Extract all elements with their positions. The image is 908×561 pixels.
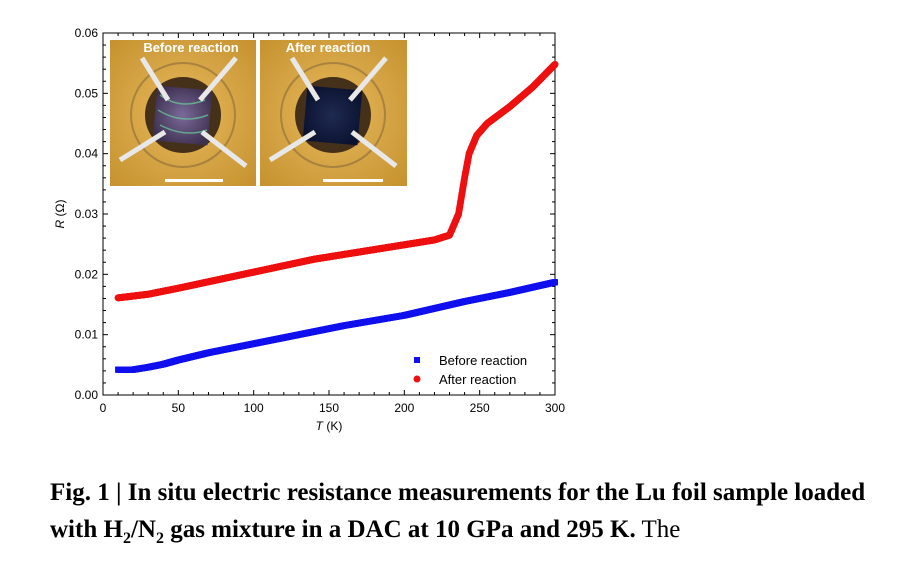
- caption-mid: /N: [130, 516, 156, 543]
- caption-normal-end: The: [635, 516, 681, 543]
- caption-bold-part: Fig. 1 | In situ electric resistance mea…: [50, 479, 866, 543]
- legend-marker-before: [414, 357, 420, 363]
- x-axis-var: T: [316, 419, 325, 433]
- x-tick-label: 150: [319, 401, 339, 415]
- y-axis-label: R (Ω): [53, 200, 67, 229]
- series-after-reaction: [114, 60, 559, 302]
- y-axis-unit: (Ω): [53, 200, 67, 220]
- inset-after-reaction: After reaction: [260, 40, 407, 186]
- axis-tick-labels: 0 50 100 150 200 250 300 0.00 0.01 0.02 0.03 0.04 0.…: [75, 26, 566, 415]
- resistance-chart: 0 50 100 150 200 250 300 0.00 0.01 0.02 0.03 0.04 0.…: [53, 26, 566, 433]
- x-axis-unit: (K): [323, 419, 342, 433]
- x-tick-label: 250: [470, 401, 490, 415]
- y-tick-label: 0.05: [75, 86, 99, 100]
- x-tick-label: 300: [545, 401, 565, 415]
- data-point-before: [552, 279, 558, 286]
- caption-sub-n2: 2: [155, 530, 164, 547]
- y-tick-label: 0.01: [75, 328, 99, 342]
- series-before-reaction: [115, 279, 558, 373]
- inset-after-label: After reaction: [286, 40, 371, 55]
- figure-caption: Fig. 1 | In situ electric resistance mea…: [50, 474, 890, 548]
- data-point-after: [551, 60, 559, 68]
- inset-before-label: Before reaction: [143, 40, 238, 55]
- x-axis-label: T (K): [316, 419, 343, 433]
- caption-sub-h2: 2: [122, 530, 131, 547]
- y-axis-var: R: [53, 219, 67, 228]
- x-tick-label: 200: [394, 401, 414, 415]
- y-tick-label: 0.00: [75, 388, 99, 402]
- legend-label-before: Before reaction: [439, 353, 527, 368]
- y-tick-label: 0.04: [75, 147, 99, 161]
- legend: Before reaction After reaction: [413, 353, 527, 387]
- caption-bold-end: gas mixture in a DAC at 10 GPa and 295 K…: [163, 516, 636, 543]
- inset-before-reaction: Before reaction: [110, 40, 256, 186]
- x-tick-label: 100: [244, 401, 264, 415]
- y-tick-label: 0.03: [75, 207, 99, 221]
- x-tick-label: 50: [172, 401, 186, 415]
- y-tick-label: 0.02: [75, 267, 99, 281]
- legend-marker-after: [413, 375, 421, 383]
- y-tick-label: 0.06: [75, 26, 99, 40]
- legend-label-after: After reaction: [439, 372, 516, 387]
- x-tick-label: 0: [100, 401, 107, 415]
